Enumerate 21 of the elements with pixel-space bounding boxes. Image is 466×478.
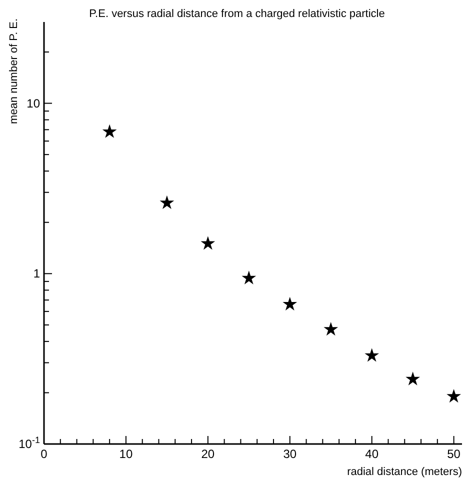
x-tick-label: 10 [119, 447, 133, 461]
x-tick-label: 40 [365, 447, 379, 461]
point [200, 236, 216, 250]
point [364, 348, 380, 362]
y-tick-label: 10 [26, 96, 40, 110]
y-tick-label: 10$^{-1}$ [18, 435, 40, 451]
x-tick-label: 30 [283, 447, 297, 461]
point [282, 296, 298, 310]
point [242, 270, 256, 284]
chart-title: P.E. versus radial distance from a charged relativistic particle [89, 8, 385, 20]
x-tick-label: 0 [40, 447, 48, 461]
point [406, 372, 420, 386]
x-axis-title: radial distance (meters) [347, 466, 462, 478]
point [446, 388, 461, 403]
x-tick-label: 20 [201, 447, 215, 461]
x-tick-label: 50 [447, 447, 461, 461]
point [160, 195, 174, 210]
y-axis-title: mean number of P. E. [8, 18, 20, 126]
point [102, 124, 117, 138]
y-tick-label: 1 [33, 266, 40, 281]
point [324, 322, 338, 336]
